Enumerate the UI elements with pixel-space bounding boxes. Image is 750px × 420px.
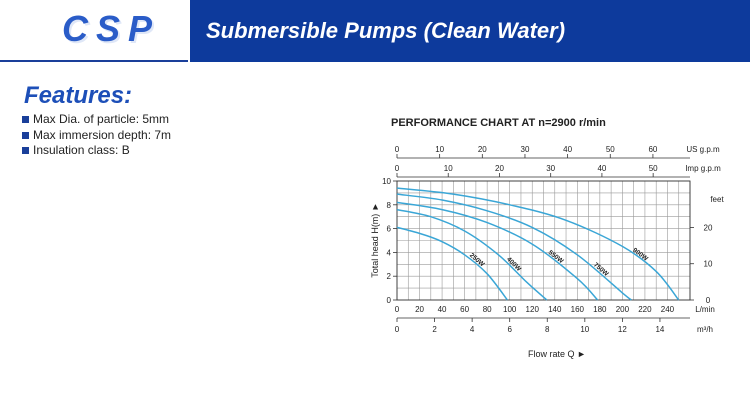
x-axis-tick-label: 160 xyxy=(571,305,585,314)
bottom-axis2-tick-label: 12 xyxy=(618,325,627,334)
x-axis-tick-label: 120 xyxy=(526,305,540,314)
top-axis-tick-label: 20 xyxy=(478,145,487,154)
feature-text: Max Dia. of particle: 5mm xyxy=(33,112,170,126)
series-line-250w xyxy=(396,226,509,301)
bullet-icon xyxy=(22,147,29,155)
features-heading: Features: xyxy=(24,82,133,109)
x-axis-label: Flow rate Q ► xyxy=(528,349,586,359)
series-line-550w xyxy=(396,201,599,301)
top-axis-tick-label: 0 xyxy=(395,145,400,154)
bottom-axis2-tick-label: 8 xyxy=(545,325,550,334)
top-axis-unit-imp-g-p-m: Imp g.p.m xyxy=(685,164,721,173)
features-list: Max Dia. of particle: 5mm Max immersion … xyxy=(22,112,171,159)
top-axis-tick-label: 40 xyxy=(597,164,606,173)
brand-box: CSP xyxy=(0,0,188,62)
x-axis-tick-label: 40 xyxy=(438,305,447,314)
bottom-axis2-tick-label: 10 xyxy=(580,325,589,334)
plot-frame xyxy=(396,180,691,301)
right-axis-unit: feet xyxy=(710,195,724,204)
title-bar: Submersible Pumps (Clean Water) xyxy=(190,0,750,62)
bullet-icon xyxy=(22,116,29,124)
x-axis-tick-label: 220 xyxy=(638,305,652,314)
x-axis-tick-label: 100 xyxy=(503,305,517,314)
series-line-750w xyxy=(396,193,632,301)
y-axis-tick-label: 4 xyxy=(387,248,392,257)
feature-item: Max Dia. of particle: 5mm xyxy=(22,112,171,128)
series-label-400w: 400W xyxy=(505,256,523,273)
series-label-250w: 250W xyxy=(468,252,486,269)
top-axis-tick-label: 30 xyxy=(546,164,555,173)
feature-item: Insulation class: B xyxy=(22,143,171,159)
bullet-icon xyxy=(22,131,29,139)
right-axis-tick-label: 0 xyxy=(706,296,711,305)
x-axis-tick-label: 180 xyxy=(593,305,607,314)
y-axis-tick-label: 0 xyxy=(387,296,392,305)
x-axis-tick-label: 20 xyxy=(415,305,424,314)
series-label-550w: 550W xyxy=(547,249,565,265)
feature-text: Insulation class: B xyxy=(33,143,130,157)
bottom-axis2-tick-label: 2 xyxy=(432,325,437,334)
right-axis-tick-label: 10 xyxy=(704,260,713,269)
x-axis-tick-label: 60 xyxy=(460,305,469,314)
feature-item: Max immersion depth: 7m xyxy=(22,128,171,144)
y-axis-tick-label: 6 xyxy=(387,225,392,234)
bottom-axis2-tick-label: 14 xyxy=(655,325,664,334)
x-axis-unit: L/min xyxy=(695,305,715,314)
x-axis-tick-label: 200 xyxy=(616,305,630,314)
y-axis-tick-label: 2 xyxy=(387,272,392,281)
x-axis-tick-label: 80 xyxy=(483,305,492,314)
bottom-axis2-tick-label: 6 xyxy=(507,325,512,334)
top-axis-tick-label: 10 xyxy=(444,164,453,173)
x-axis-tick-label: 140 xyxy=(548,305,562,314)
top-axis-tick-label: 50 xyxy=(606,145,615,154)
series-line-400w xyxy=(396,208,548,301)
top-axis-tick-label: 60 xyxy=(648,145,657,154)
top-axis-tick-label: 50 xyxy=(649,164,658,173)
top-axis-unit-us-g-p-m: US g.p.m xyxy=(686,145,720,154)
top-axis-tick-label: 10 xyxy=(435,145,444,154)
series-label-900w: 900W xyxy=(631,247,650,263)
top-axis-tick-label: 30 xyxy=(521,145,530,154)
bottom-axis2-tick-label: 4 xyxy=(470,325,475,334)
right-axis-tick-label: 20 xyxy=(704,223,713,232)
feature-text: Max immersion depth: 7m xyxy=(33,127,172,142)
y-axis-tick-label: 8 xyxy=(387,201,392,210)
bottom-axis2-tick-label: 0 xyxy=(395,325,400,334)
top-axis-tick-label: 40 xyxy=(563,145,572,154)
top-axis-tick-label: 0 xyxy=(395,164,400,173)
y-axis-label: Total head H(m) ► xyxy=(370,202,380,277)
y-axis-tick-label: 10 xyxy=(382,177,391,186)
series-line-900w xyxy=(396,187,680,301)
bottom-axis2-unit: m³/h xyxy=(697,325,713,334)
chart-title: PERFORMANCE CHART AT n=2900 r/min xyxy=(391,117,606,129)
x-axis-tick-label: 0 xyxy=(395,305,400,314)
brand-logo: CSP xyxy=(62,8,161,49)
x-axis-tick-label: 240 xyxy=(661,305,675,314)
top-axis-tick-label: 20 xyxy=(495,164,504,173)
page-title: Submersible Pumps (Clean Water) xyxy=(206,18,566,43)
